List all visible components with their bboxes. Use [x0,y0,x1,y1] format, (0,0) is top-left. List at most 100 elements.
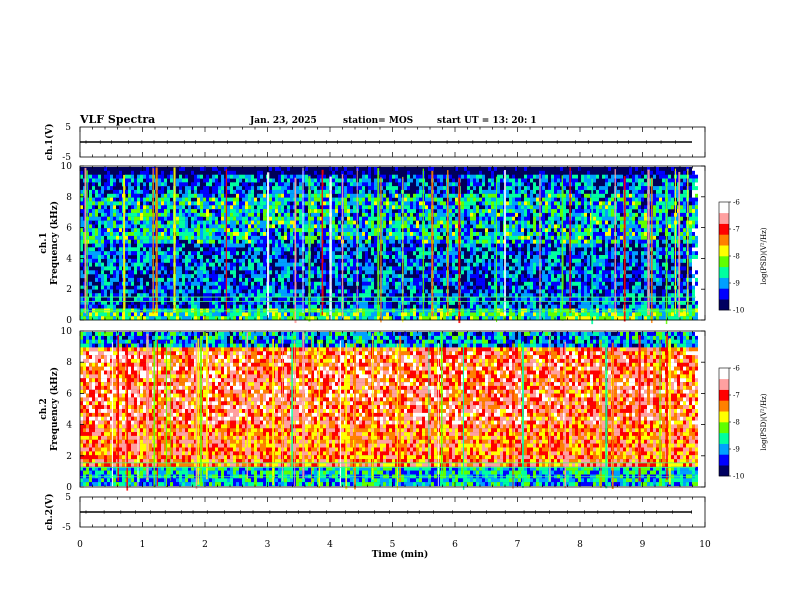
spectrogram-cell [479,201,482,205]
spectrogram-cell [242,266,245,270]
spectrogram-cell [563,289,566,293]
spectrogram-cell [554,255,557,259]
spectrogram-cell [233,289,236,293]
spectrogram-cell [149,194,152,198]
spectrogram-cell [299,209,302,213]
spectrogram-cell [203,263,206,267]
spectrogram-cell [419,278,422,282]
spectrogram-cell [419,198,422,202]
spectrogram-cell [140,179,143,183]
spectrogram-cell [359,179,362,183]
spectrogram-cell [284,312,287,316]
spectrogram-cell [290,194,293,198]
spectrogram-cell [284,224,287,228]
spectrogram-cell [263,205,266,209]
spectrogram-cell [398,201,401,205]
spectrogram-cell [395,179,398,183]
spectrogram-cell [236,213,239,217]
spectrogram-cell [542,289,545,293]
spectrogram-cell [491,289,494,293]
spectrogram-cell [371,209,374,213]
spectrogram-cell [260,282,263,286]
spectrogram-cell [338,297,341,301]
spectrogram-cell [338,236,341,240]
spectrogram-cell [212,263,215,267]
spectrogram-cell [407,278,410,282]
spectrogram-cell [491,255,494,259]
spectrogram-cell [317,255,320,259]
spectrogram-cell [449,274,452,278]
spectrogram-cell [509,213,512,217]
spectrogram-cell [161,236,164,240]
spectrogram-cell [323,247,326,251]
spectrogram-cell [410,263,413,267]
spectrogram-cell [566,224,569,228]
spectrogram-cell [365,217,368,221]
spectrogram-cell [497,224,500,228]
spectrogram-cell [272,205,275,209]
spectrogram-cell [206,175,209,179]
spectrogram-cell [128,244,131,248]
spectrogram-cell [128,209,131,213]
spectrogram-cell [146,209,149,213]
spectrogram-cell [434,175,437,179]
spectrogram-cell [389,251,392,255]
ch1-ytick-top: 5 [65,123,71,133]
spectrogram-cell [383,240,386,244]
spectrogram-cell [212,244,215,248]
spectrogram-cell [566,198,569,202]
spectrogram-cell [413,305,416,309]
spectrogram-cell [326,232,329,236]
spectrogram-cell [512,182,515,186]
spectrogram-cell [167,278,170,282]
spectrogram-cell [185,286,188,290]
spectrogram-cell [425,213,428,217]
spectrogram-cell [554,198,557,202]
spectrogram-cell [236,240,239,244]
spectrogram-cell [143,263,146,267]
spectrogram-cell [167,286,170,290]
spectrogram-cell [110,293,113,297]
spectrogram-cell [488,167,491,171]
spectrogram-cell [407,297,410,301]
spectrogram-cell [413,201,416,205]
spectrogram-cell [350,282,353,286]
spectrogram-cell [335,175,338,179]
spectrogram-cell [89,198,92,202]
spectrogram-cell [263,244,266,248]
spectrogram-cell [374,201,377,205]
spectrogram-cell [362,194,365,198]
spectrogram-cell [164,232,167,236]
spectrogram-cell [488,205,491,209]
spectrogram-cell [113,205,116,209]
spectrogram-cell [113,194,116,198]
spectrogram-cell [557,263,560,267]
spectrogram-cell [191,240,194,244]
spectrogram-cell [491,179,494,183]
spectrogram-cell [314,224,317,228]
spectrogram-cell [221,221,224,225]
spectrogram-cell [545,297,548,301]
spectrogram-cell [107,198,110,202]
spectrogram-cell [170,270,173,274]
spectrogram-cell [518,236,521,240]
spectrogram-cell [371,198,374,202]
spectrogram-cell [191,297,194,301]
spectrogram-cell [554,224,557,228]
spectrogram-cell [461,240,464,244]
spectrogram-cell [245,286,248,290]
spectrogram-cell [245,182,248,186]
spectrogram-cell [452,259,455,263]
spectrogram-cell [245,198,248,202]
spectrogram-cell [89,289,92,293]
spectrogram-cell [482,266,485,270]
spectrogram-cell [233,278,236,282]
spectrogram-cell [215,255,218,259]
spectrogram-cell [488,259,491,263]
spectrogram-cell [128,232,131,236]
spectrogram-cell [116,228,119,232]
spectrogram-cell [479,247,482,251]
spectrogram-cell [260,224,263,228]
spectrogram-cell [518,224,521,228]
spectrogram-cell [497,274,500,278]
